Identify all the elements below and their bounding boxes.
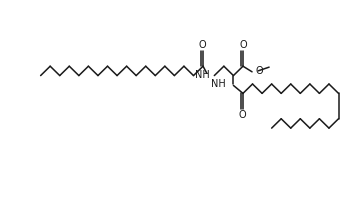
Text: NH: NH <box>195 70 210 80</box>
Text: NH: NH <box>211 79 226 89</box>
Text: O: O <box>239 40 247 50</box>
Text: O: O <box>239 109 246 120</box>
Text: O: O <box>256 67 263 76</box>
Text: O: O <box>199 40 206 50</box>
